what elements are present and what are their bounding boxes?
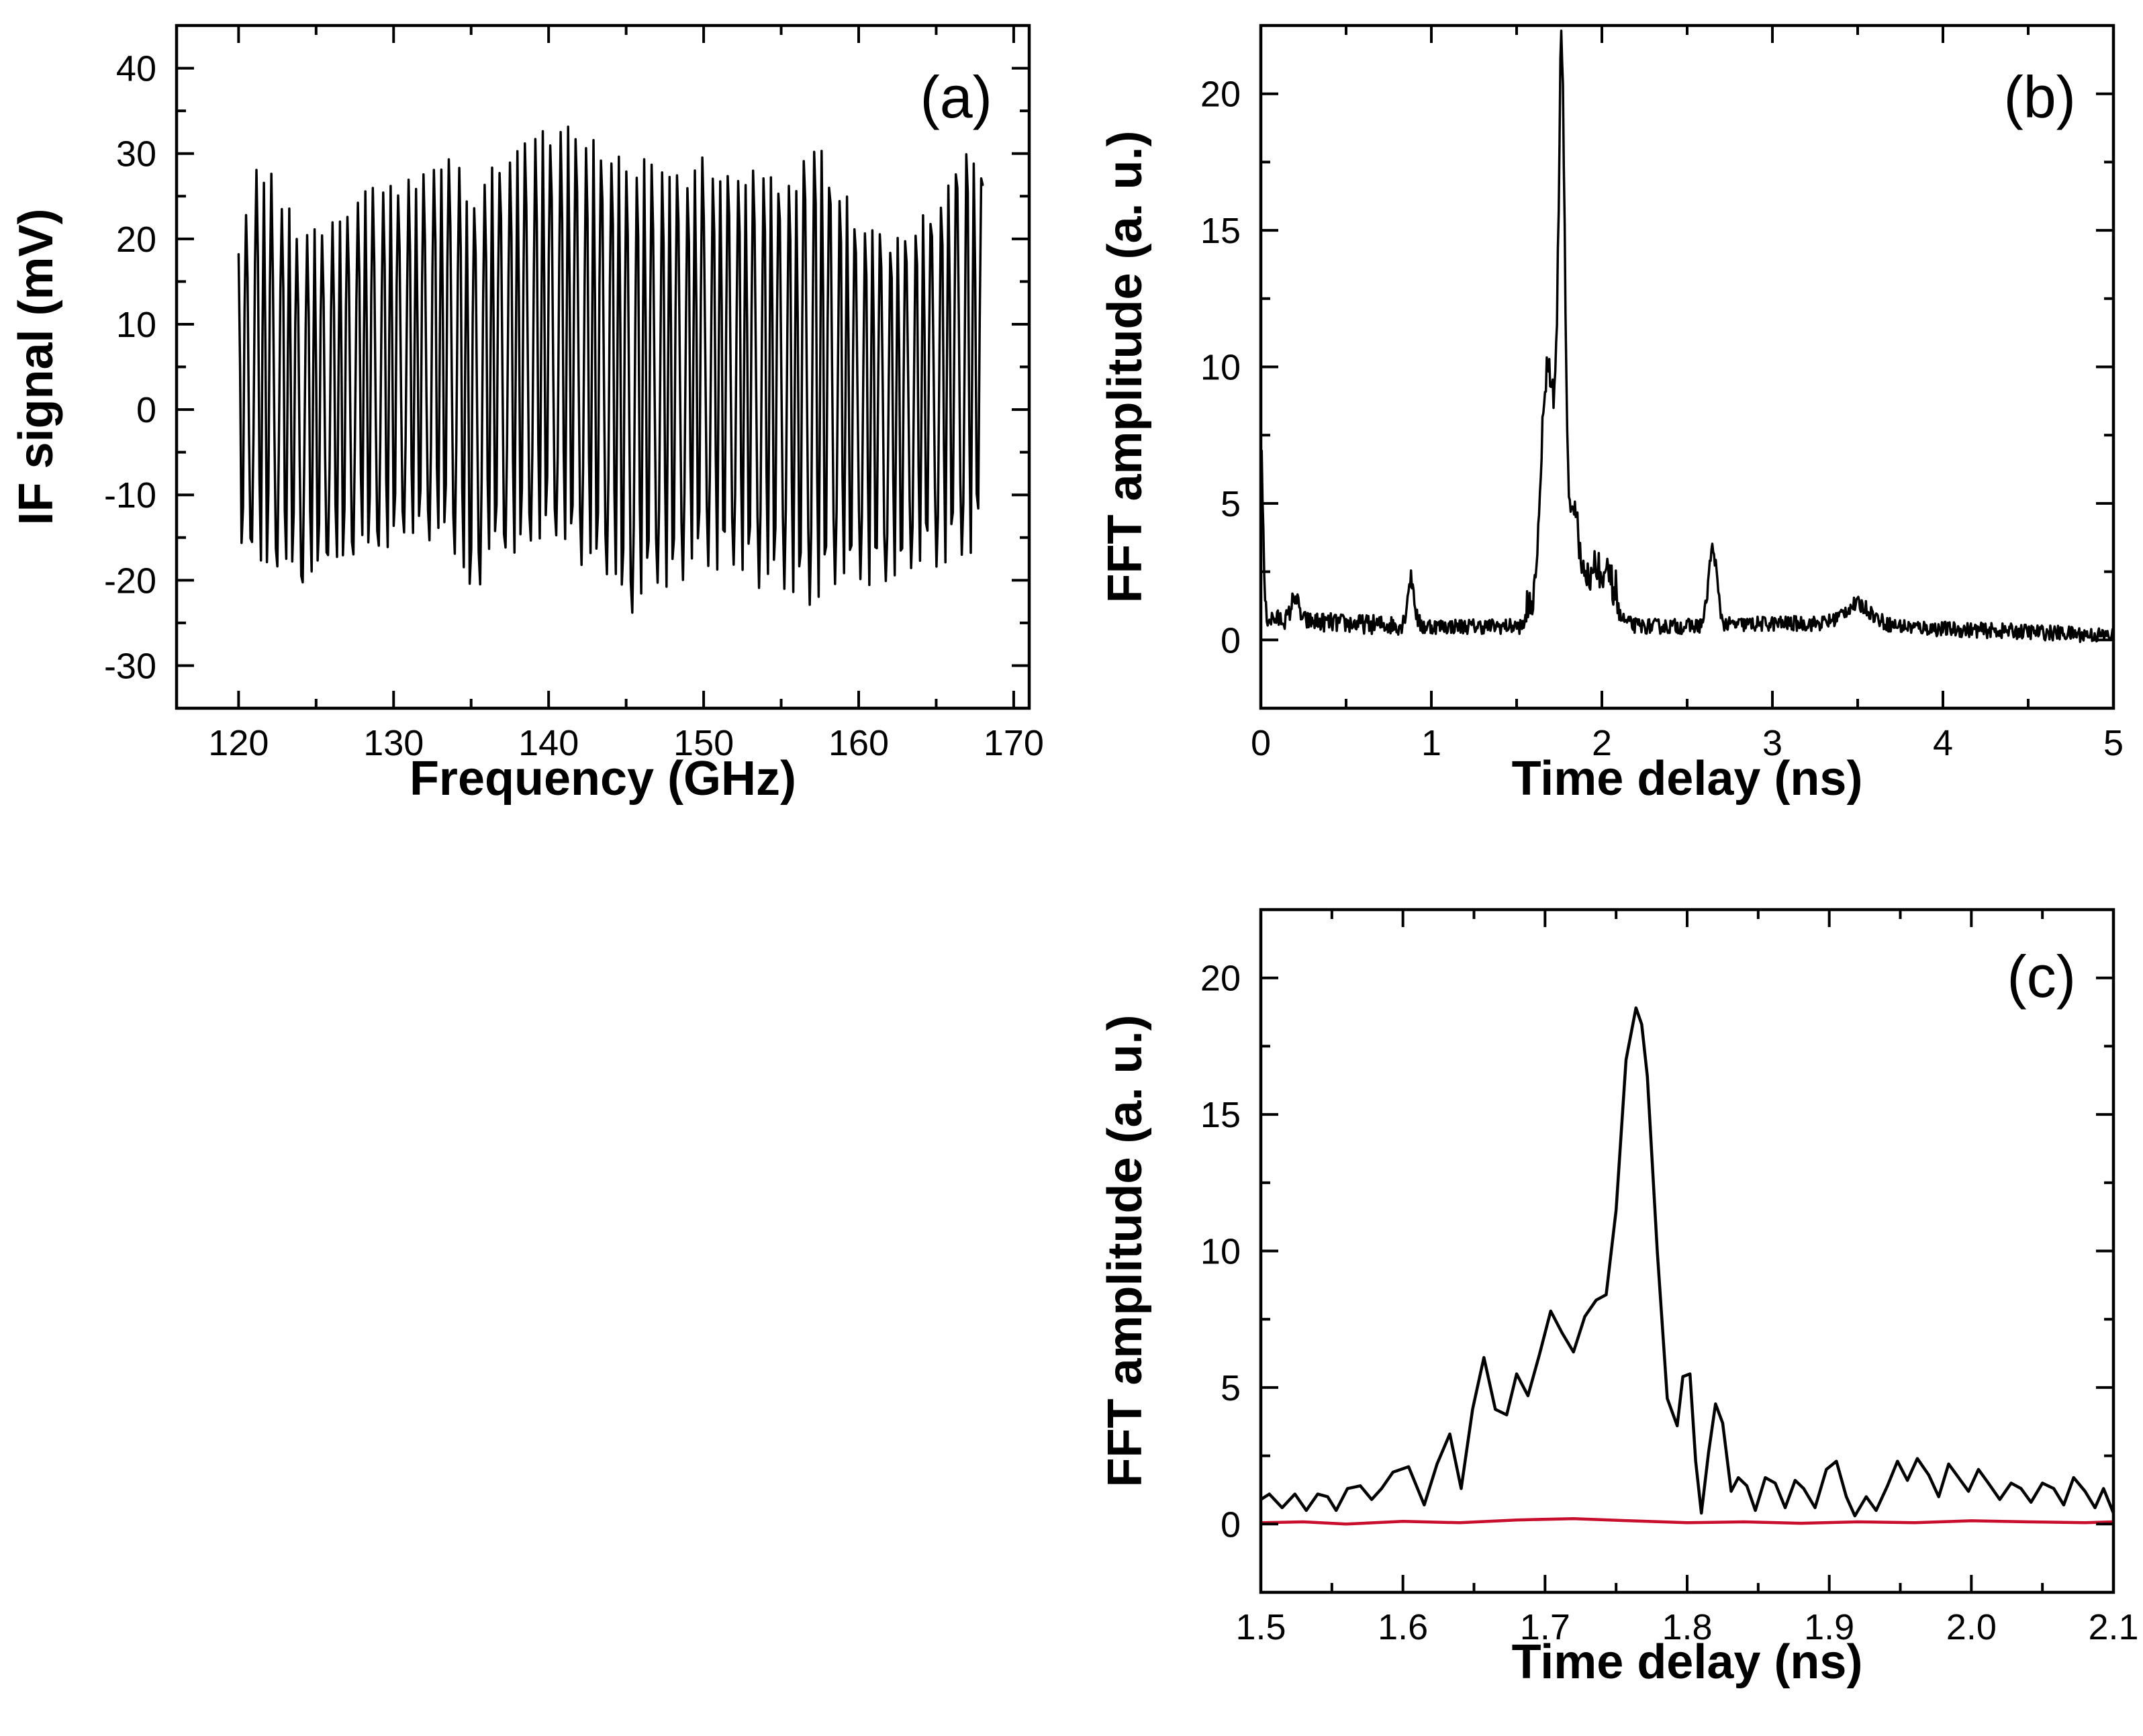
x-tick-label: 2.0: [1946, 1607, 1997, 1647]
x-tick-label: 130: [363, 723, 424, 763]
panel-c-fft-zoom: 1.5 1.6 1.7 1.8 1.9 2.0 2.1 0 5 10 15 20 Time delay …: [1098, 908, 2139, 1689]
panel-label: (c): [2007, 943, 2076, 1010]
series-line-fft-amplitude: [1261, 29, 2113, 643]
panel-b-fft-amplitude: 0 1 2 3 4 5 0 5 10 15 20 Time delay (ns) FFT amplitu…: [1098, 23, 2124, 806]
y-tick-label: -30: [104, 646, 156, 686]
series-line-signal: [1261, 1006, 2113, 1518]
y-axis-title: FFT amplitude (a. u.): [1098, 131, 1152, 604]
y-tick-label: 20: [1200, 959, 1241, 999]
y-tick-label: 5: [1221, 1368, 1241, 1408]
x-tick-label: 1.6: [1378, 1607, 1428, 1647]
x-tick-label: 1.5: [1235, 1607, 1286, 1647]
x-tick-label: 4: [1933, 723, 1953, 763]
x-tick-label: 3: [1762, 723, 1782, 763]
y-axis-title: IF signal (mV): [9, 208, 63, 525]
x-axis-title: Time delay (ns): [1512, 752, 1863, 806]
x-tick-label: 170: [984, 723, 1044, 763]
x-tick-label: 160: [828, 723, 889, 763]
y-tick-label: 0: [1221, 620, 1241, 661]
y-tick-label: 15: [1200, 1095, 1241, 1135]
series-line-reference: [1261, 1516, 2113, 1526]
x-axis-title: Time delay (ns): [1512, 1635, 1863, 1689]
y-axis-title: FFT amplitude (a. u.): [1098, 1015, 1152, 1488]
series-line-if-signal: [237, 126, 984, 614]
x-tick-label: 2: [1592, 723, 1612, 763]
y-tick-label: 40: [116, 49, 156, 89]
x-tick-label: 1: [1421, 723, 1441, 763]
x-tick-label: 120: [208, 723, 269, 763]
y-tick-label: 0: [136, 390, 156, 430]
y-tick-label: 10: [116, 305, 156, 345]
x-tick-label: 140: [518, 723, 579, 763]
y-tick-label: 20: [1200, 75, 1241, 115]
x-tick-label: 1.9: [1804, 1607, 1854, 1647]
y-tick-label: 30: [116, 134, 156, 175]
x-tick-label: 5: [2103, 723, 2124, 763]
y-tick-label: -20: [104, 561, 156, 601]
x-axis-title: Frequency (GHz): [410, 752, 796, 806]
x-tick-label: 1.8: [1662, 1607, 1712, 1647]
x-tick-label: 0: [1251, 723, 1271, 763]
panel-label: (b): [2003, 64, 2076, 130]
panel-label: (a): [920, 64, 992, 130]
y-tick-label: 15: [1200, 211, 1241, 251]
y-tick-label: 20: [116, 220, 156, 260]
y-tick-label: 5: [1221, 484, 1241, 524]
y-tick-label: -10: [104, 475, 156, 516]
panel-a-if-signal: 120 130 140 150 160 170 -30 -20 -10 0 10 20 30 40 Freq…: [9, 23, 1044, 806]
y-tick-label: 10: [1200, 1232, 1241, 1272]
x-tick-label: 1.7: [1520, 1607, 1570, 1647]
y-tick-label: 0: [1221, 1504, 1241, 1545]
y-tick-label: 10: [1200, 348, 1241, 388]
x-tick-label: 150: [673, 723, 734, 763]
x-tick-label: 2.1: [2088, 1607, 2138, 1647]
